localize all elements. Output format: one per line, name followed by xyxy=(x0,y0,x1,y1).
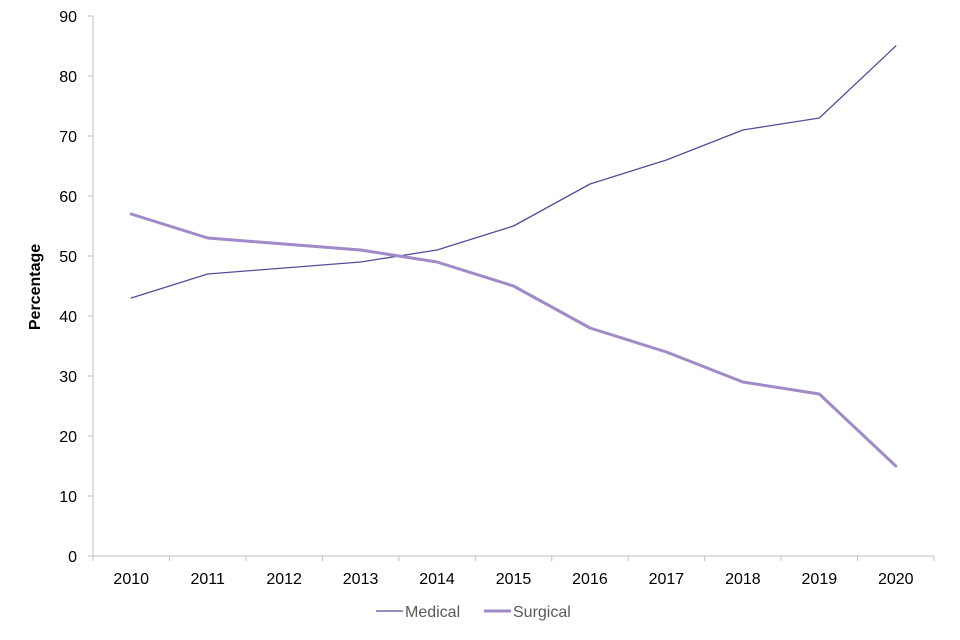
series-line-surgical xyxy=(129,212,898,468)
legend-label-medical: Medical xyxy=(405,604,460,621)
axes xyxy=(92,16,934,557)
x-tick-label: 2012 xyxy=(266,571,302,588)
y-tick-label: 60 xyxy=(59,189,77,206)
x-tick-label: 2014 xyxy=(419,571,455,588)
y-tick-label: 10 xyxy=(59,489,77,506)
legend-label-surgical: Surgical xyxy=(513,604,571,621)
x-tick-label: 2011 xyxy=(190,571,225,588)
x-tick-label: 2020 xyxy=(878,571,914,588)
y-tick-label: 0 xyxy=(68,549,77,566)
x-tick-label: 2016 xyxy=(572,571,608,588)
series-lines xyxy=(129,45,898,468)
x-tick-label: 2013 xyxy=(343,571,379,588)
y-tick-label: 40 xyxy=(59,309,77,326)
y-axis-title: Percentage xyxy=(27,244,44,330)
x-tick-label: 2015 xyxy=(496,571,532,588)
x-axis-ticks: 2010 2011 2012 2013 2014 2015 2016 2017 2018 2019… xyxy=(92,556,935,588)
y-tick-label: 90 xyxy=(59,9,77,26)
y-tick-label: 30 xyxy=(59,369,77,386)
x-tick-label: 2019 xyxy=(802,571,838,588)
y-tick-label: 70 xyxy=(59,129,77,146)
y-tick-label: 20 xyxy=(59,429,77,446)
y-tick-label: 50 xyxy=(59,249,77,266)
series-line-medical xyxy=(130,45,897,299)
legend: Medical Surgical xyxy=(376,604,571,621)
x-tick-label: 2018 xyxy=(725,571,761,588)
x-tick-label: 2017 xyxy=(649,571,685,588)
y-tick-label: 80 xyxy=(59,69,77,86)
y-axis-ticks: 0 10 20 30 40 50 60 70 80 90 xyxy=(59,9,93,566)
x-tick-label: 2010 xyxy=(113,571,149,588)
